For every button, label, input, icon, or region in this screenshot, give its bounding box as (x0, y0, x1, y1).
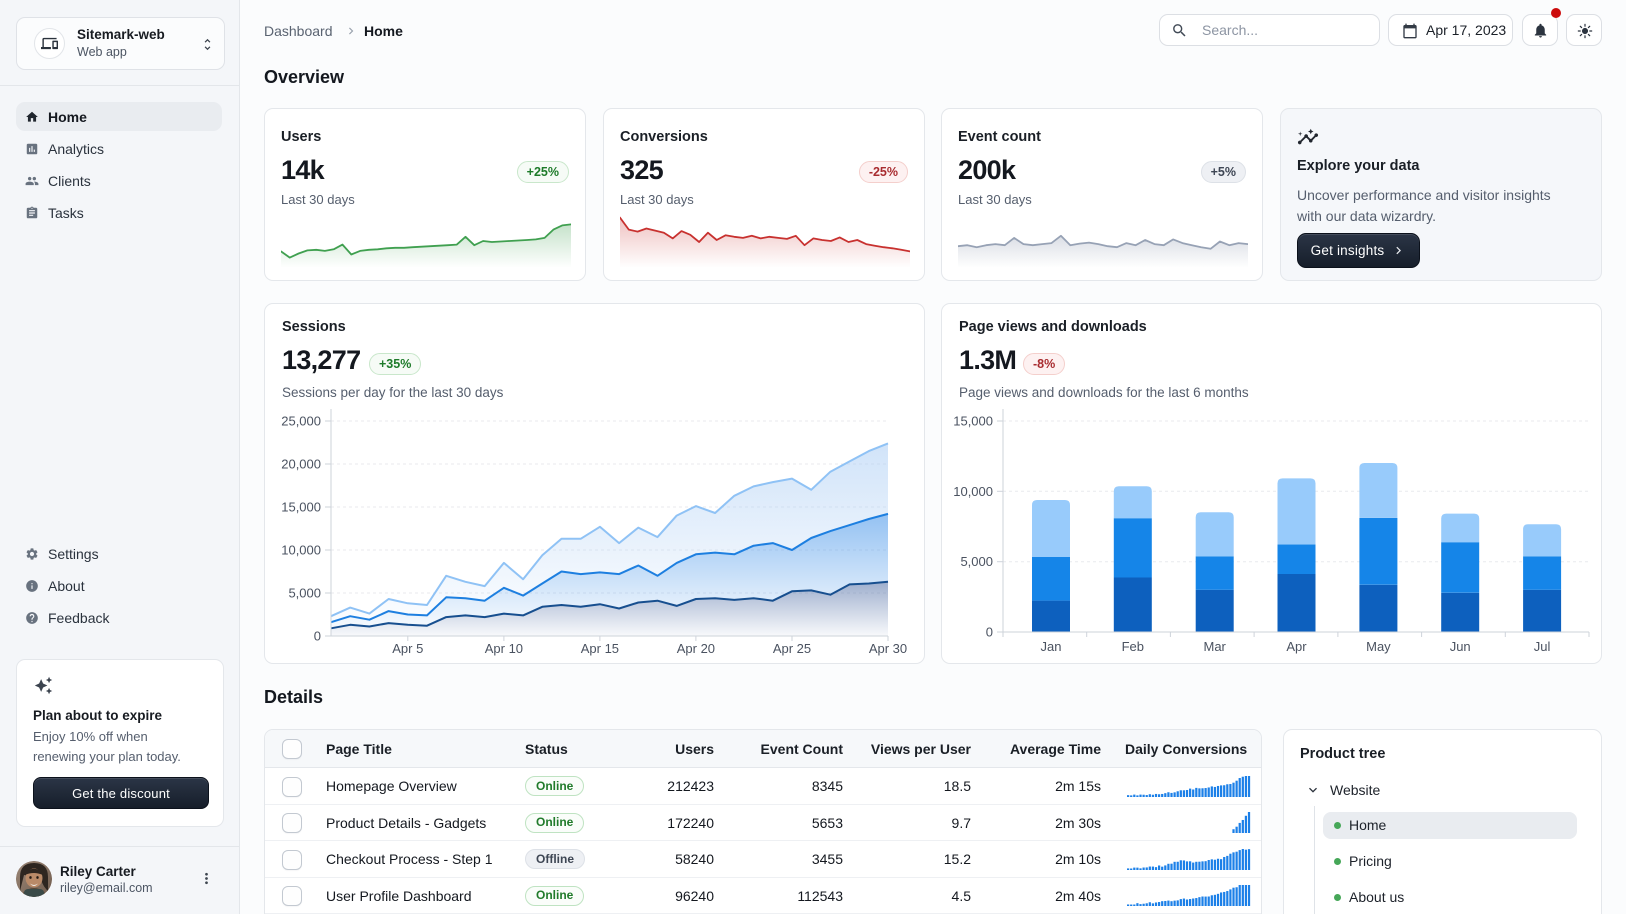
svg-text:Apr 20: Apr 20 (677, 641, 715, 656)
svg-text:20,000: 20,000 (281, 457, 321, 472)
svg-text:Apr 10: Apr 10 (485, 641, 523, 656)
svg-text:25,000: 25,000 (281, 414, 321, 429)
svg-text:Apr 15: Apr 15 (581, 641, 619, 656)
svg-text:5,000: 5,000 (960, 554, 993, 569)
svg-text:Apr: Apr (1286, 639, 1307, 654)
svg-text:Apr 5: Apr 5 (392, 641, 423, 656)
svg-text:Apr 25: Apr 25 (773, 641, 811, 656)
svg-text:Mar: Mar (1204, 639, 1227, 654)
svg-text:10,000: 10,000 (953, 484, 993, 499)
svg-text:Apr 30: Apr 30 (869, 641, 907, 656)
svg-text:Jan: Jan (1041, 639, 1062, 654)
svg-text:15,000: 15,000 (953, 414, 993, 429)
svg-text:May: May (1366, 639, 1391, 654)
svg-text:0: 0 (986, 625, 993, 640)
svg-text:Jun: Jun (1450, 639, 1471, 654)
svg-text:Jul: Jul (1534, 639, 1551, 654)
svg-text:15,000: 15,000 (281, 500, 321, 515)
svg-text:0: 0 (314, 629, 321, 644)
svg-text:Feb: Feb (1122, 639, 1144, 654)
svg-text:5,000: 5,000 (288, 586, 321, 601)
svg-text:10,000: 10,000 (281, 543, 321, 558)
